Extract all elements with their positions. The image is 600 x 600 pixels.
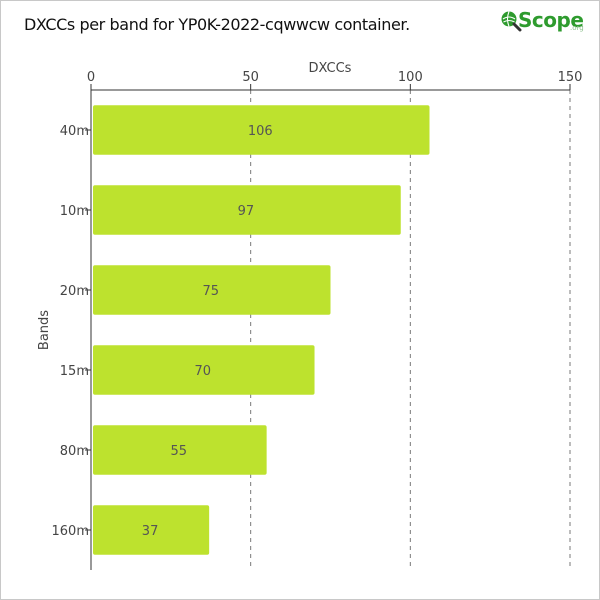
y-tick-label: 80m (60, 444, 89, 459)
bar-value-label: 106 (248, 124, 273, 139)
bar-10m (93, 185, 401, 235)
x-tick-label: 100 (398, 70, 423, 85)
logo-suffix: .org (570, 24, 584, 32)
bars: 106 97 75 70 55 37 (93, 105, 430, 555)
gridlines (250, 90, 571, 570)
bar-value-label: 70 (194, 364, 211, 379)
axes: 0 50 100 150 40m 10m 20m 15m 80m 160m (52, 70, 583, 570)
x-tick-label: 150 (558, 70, 583, 85)
y-tick-label: 20m (60, 284, 89, 299)
bar-20m (93, 265, 331, 315)
bar-80m (93, 425, 267, 475)
logo-text: Scope (518, 8, 584, 32)
bar-160m (93, 505, 210, 555)
y-tick-label: 160m (52, 524, 89, 539)
x-tick-label: 50 (242, 70, 259, 85)
y-tick-label: 10m (60, 204, 89, 219)
bar-15m (93, 345, 315, 395)
bar-value-label: 75 (202, 284, 219, 299)
bar-value-label: 55 (171, 444, 188, 459)
qscope-logo[interactable]: Scope .org (500, 4, 588, 38)
bar-value-label: 37 (142, 524, 159, 539)
magnifier-globe-icon (501, 11, 522, 32)
y-tick-label: 15m (60, 364, 89, 379)
y-tick-label: 40m (60, 124, 89, 139)
x-axis-title: DXCCs (309, 61, 352, 76)
chart-title: DXCCs per band for YP0K-2022-cqwwcw cont… (24, 15, 410, 34)
bar-40m (93, 105, 430, 155)
y-axis-title: Bands (37, 310, 52, 350)
x-tick-label: 0 (87, 70, 95, 85)
bar-value-label: 97 (238, 204, 255, 219)
